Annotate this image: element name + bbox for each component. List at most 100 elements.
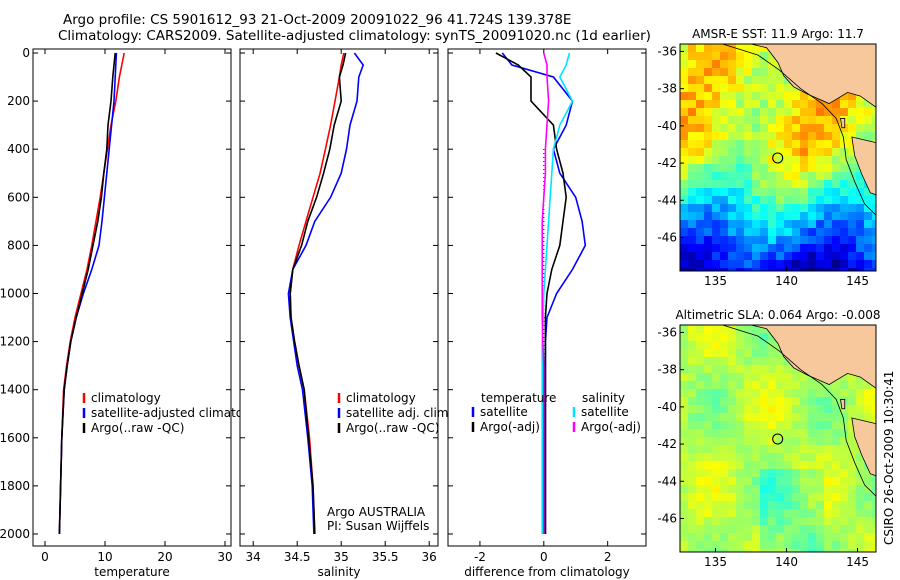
map-cell: [816, 124, 825, 133]
map-cell: [680, 405, 689, 414]
map-cell: [792, 429, 801, 438]
map-cell: [720, 341, 729, 350]
map-cell: [680, 148, 689, 157]
map-cell: [720, 244, 729, 253]
map-cell: [736, 156, 745, 165]
map-cell: [752, 421, 761, 430]
map-cell: [768, 252, 777, 261]
map-cell: [704, 485, 713, 494]
map-cell: [840, 469, 849, 478]
map-cell: [864, 469, 873, 478]
map-cell: [736, 76, 745, 85]
map-cell: [760, 244, 769, 253]
map-cell: [840, 477, 849, 486]
map-cell: [680, 156, 689, 165]
map-cell: [712, 485, 721, 494]
map-cell: [768, 244, 777, 253]
map-cell: [744, 236, 753, 245]
map-cell: [744, 212, 753, 221]
map-y-tick-label: -44: [657, 193, 677, 207]
map-cell: [704, 44, 713, 53]
map-cell: [696, 349, 705, 358]
map-cell: [848, 373, 857, 382]
panel-salinity: 34 34.5 35 35.5 36 salinity climatologysatelli…: [239, 48, 452, 579]
map-cell: [760, 349, 769, 358]
map-cell: [856, 397, 865, 406]
map-cell: [744, 501, 753, 510]
map-cell: [832, 485, 841, 494]
map-cell: [688, 445, 697, 454]
map-cell: [696, 373, 705, 382]
map-cell: [696, 172, 705, 181]
map-cell: [824, 188, 833, 197]
map-cell: [760, 204, 769, 213]
map-cell: [776, 268, 785, 271]
map-cell: [848, 124, 857, 133]
map-cell: [784, 204, 793, 213]
map-cell: [808, 244, 817, 253]
map-cell: [736, 268, 745, 271]
map-cell: [840, 509, 849, 518]
map-cell: [744, 44, 753, 53]
map-cell: [808, 236, 817, 245]
map-cell: [696, 236, 705, 245]
map-cell: [712, 60, 721, 69]
map-cell: [760, 541, 769, 550]
map-cell: [824, 389, 833, 398]
map-cell: [768, 453, 777, 462]
map-cell: [776, 485, 785, 494]
map-cell: [792, 252, 801, 261]
map-cell: [840, 453, 849, 462]
map-cell: [720, 44, 729, 53]
map-cell: [688, 180, 697, 189]
map-cell: [688, 373, 697, 382]
map-cell: [736, 60, 745, 69]
map-cell: [832, 405, 841, 414]
map-cell: [864, 108, 873, 117]
map-cell: [824, 156, 833, 165]
map-cell: [768, 397, 777, 406]
map-cell: [760, 172, 769, 181]
panel-sla_map: 135 140 145 -36 -38 -40 -42 -44 -46 Altimetric SL…: [657, 308, 880, 569]
map-cell: [848, 445, 857, 454]
map-cell: [704, 252, 713, 261]
map-cell: [792, 413, 801, 422]
map-cell: [680, 268, 689, 271]
map-cell: [704, 172, 713, 181]
map-cell: [720, 228, 729, 237]
map-cell: [816, 196, 825, 205]
map-cell: [736, 116, 745, 125]
map-cell: [824, 525, 833, 534]
map-cell: [760, 180, 769, 189]
map-cell: [712, 196, 721, 205]
map-y-tick-label: -38: [657, 363, 677, 377]
map-cell: [752, 100, 761, 109]
map-cell: [760, 333, 769, 342]
map-cell: [808, 132, 817, 141]
map-cell: [680, 212, 689, 221]
map-cell: [792, 509, 801, 518]
map-cell: [792, 244, 801, 253]
map-cell: [792, 124, 801, 133]
map-cell: [776, 501, 785, 510]
map-cell: [840, 437, 849, 446]
map-cell: [744, 140, 753, 149]
map-cell: [760, 212, 769, 221]
map-cell: [824, 461, 833, 470]
map-cell: [848, 108, 857, 117]
map-cell: [784, 228, 793, 237]
figure-title-line-1: Argo profile: CS 5901612_93 21-Oct-2009 …: [63, 12, 572, 28]
map-cell: [840, 236, 849, 245]
map-cell: [864, 501, 873, 510]
map-cell: [680, 100, 689, 109]
map-cell: [848, 493, 857, 502]
map-cell: [704, 212, 713, 221]
map-cell: [856, 541, 865, 550]
map-cell: [768, 116, 777, 125]
map-cell: [696, 389, 705, 398]
map-cell: [800, 373, 809, 382]
map-cell: [704, 421, 713, 430]
map-cell: [728, 533, 737, 542]
map-cell: [712, 453, 721, 462]
map-cell: [824, 244, 833, 253]
